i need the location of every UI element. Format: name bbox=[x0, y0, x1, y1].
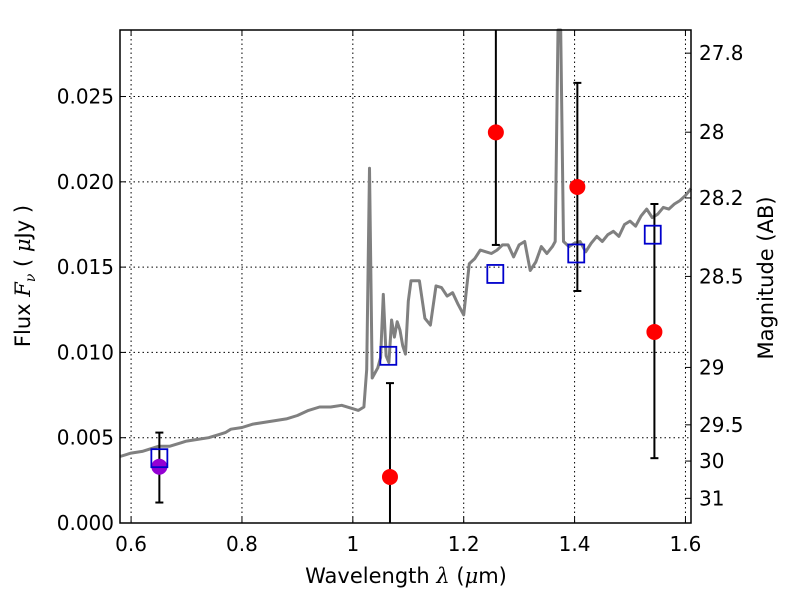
x-tick-label: 1.2 bbox=[448, 532, 480, 556]
y2-tick-label: 28.2 bbox=[699, 186, 744, 210]
y2-tick-label: 29.5 bbox=[699, 413, 744, 437]
grid bbox=[120, 30, 691, 524]
y-tick-label: 0.020 bbox=[57, 170, 114, 194]
spectrum-line bbox=[119, 28, 693, 458]
y2-tick-label: 30 bbox=[699, 449, 724, 473]
x-tick-label: 1.6 bbox=[670, 532, 702, 556]
x-tick-label: 0.6 bbox=[115, 532, 147, 556]
y2-axis-title: Magnitude (AB) bbox=[754, 196, 778, 359]
x-tick-label: 0.8 bbox=[226, 532, 258, 556]
y2-tick-label: 27.8 bbox=[699, 41, 744, 65]
measured-point bbox=[381, 468, 398, 485]
model-band-square bbox=[150, 448, 169, 469]
error-bars bbox=[155, 30, 659, 523]
x-tick-label: 1.4 bbox=[559, 532, 591, 556]
y-axis-title: Flux Fν ( μJy ) bbox=[11, 205, 39, 347]
model-band-square bbox=[643, 224, 662, 245]
y-tick-label: 0.000 bbox=[57, 511, 114, 535]
y2-tick-label: 28 bbox=[699, 120, 724, 144]
plot-frame bbox=[119, 29, 692, 524]
model-band-square bbox=[379, 345, 398, 366]
x-axis-title: Wavelength λ (μm) bbox=[305, 564, 507, 588]
measured-point bbox=[646, 323, 663, 340]
model-spectrum bbox=[119, 28, 693, 458]
y2-tick-label: 29 bbox=[699, 355, 724, 379]
y2-tick-label: 28.5 bbox=[699, 264, 744, 288]
y-tick-label: 0.015 bbox=[57, 255, 114, 279]
y-tick-label: 0.025 bbox=[57, 85, 114, 109]
model-band-square bbox=[567, 243, 586, 264]
measured-point bbox=[487, 124, 504, 141]
y2-tick-label: 31 bbox=[699, 486, 724, 510]
data-points bbox=[150, 124, 663, 485]
axis-ticks: 0.6 0.8 1 1.2 1.4 1.6 0.000 0.005 0.010 0.015 0.02… bbox=[57, 30, 744, 556]
y-tick-label: 0.005 bbox=[57, 426, 114, 450]
x-tick-label: 1 bbox=[346, 532, 359, 556]
y-tick-label: 0.010 bbox=[57, 340, 114, 364]
measured-point bbox=[569, 178, 586, 195]
model-band-square bbox=[486, 264, 505, 284]
